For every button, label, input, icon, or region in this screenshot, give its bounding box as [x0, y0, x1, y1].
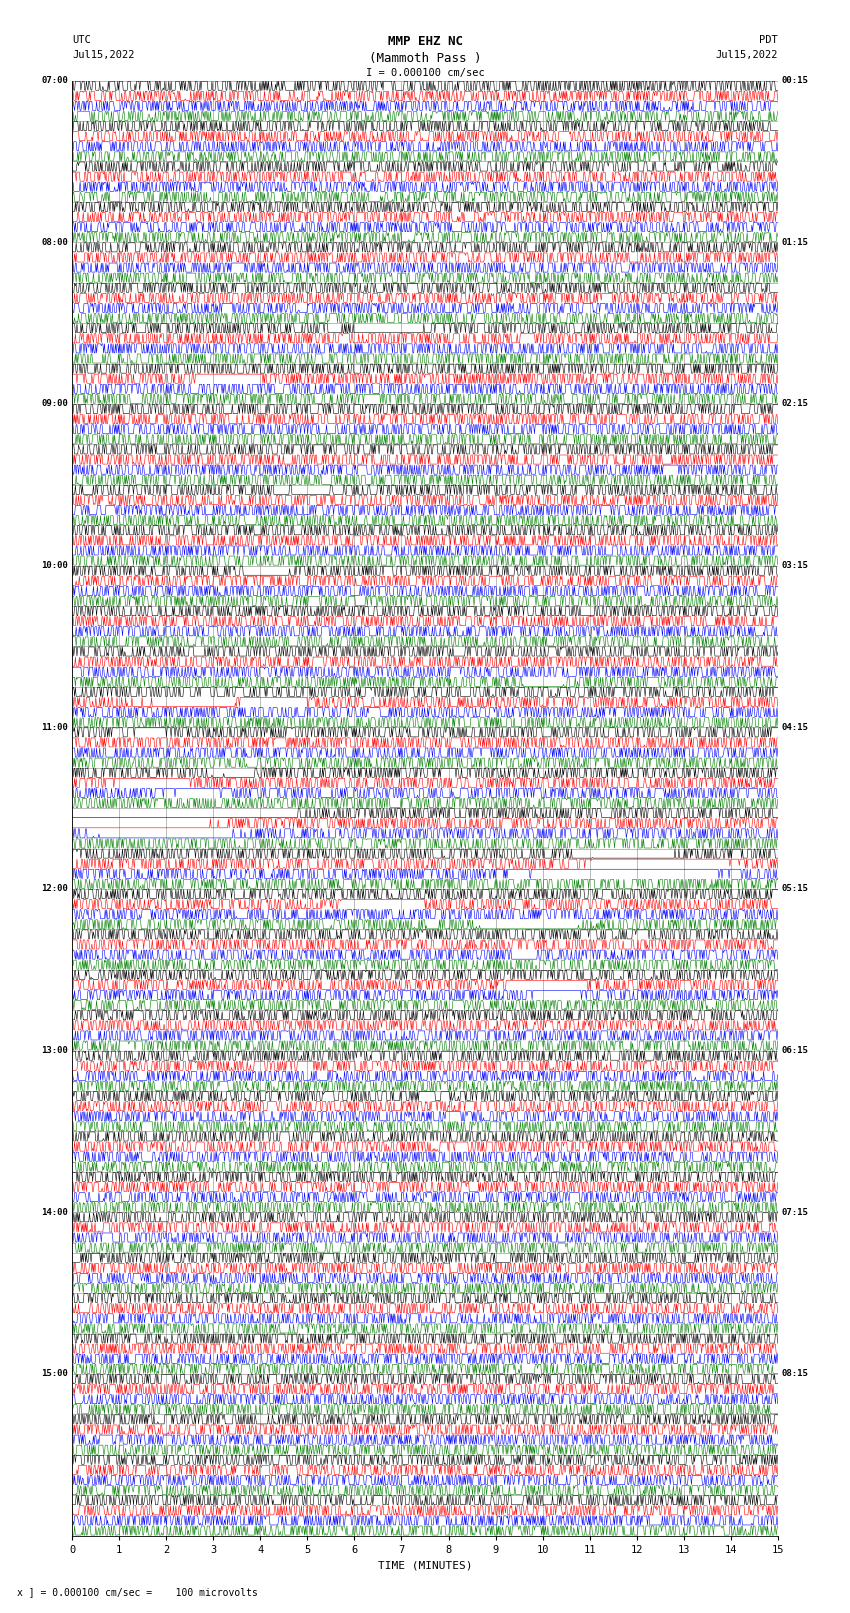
Text: 10:00: 10:00	[41, 561, 68, 569]
Text: 03:15: 03:15	[782, 561, 809, 569]
Text: PDT: PDT	[759, 35, 778, 45]
Text: Jul15,2022: Jul15,2022	[72, 50, 135, 60]
Text: 05:15: 05:15	[782, 884, 809, 894]
Text: (Mammoth Pass ): (Mammoth Pass )	[369, 52, 481, 65]
Text: 08:15: 08:15	[782, 1369, 809, 1379]
Text: 12:00: 12:00	[41, 884, 68, 894]
Text: 08:00: 08:00	[41, 237, 68, 247]
Text: x ] = 0.000100 cm/sec =    100 microvolts: x ] = 0.000100 cm/sec = 100 microvolts	[17, 1587, 258, 1597]
Text: UTC: UTC	[72, 35, 91, 45]
Text: 00:15: 00:15	[782, 76, 809, 85]
Text: 15:00: 15:00	[41, 1369, 68, 1379]
Text: I = 0.000100 cm/sec: I = 0.000100 cm/sec	[366, 68, 484, 77]
Text: 02:15: 02:15	[782, 400, 809, 408]
Text: 04:15: 04:15	[782, 723, 809, 732]
Text: 07:15: 07:15	[782, 1208, 809, 1216]
Text: Jul15,2022: Jul15,2022	[715, 50, 778, 60]
Text: 14:00: 14:00	[41, 1208, 68, 1216]
Text: MMP EHZ NC: MMP EHZ NC	[388, 35, 462, 48]
Text: 13:00: 13:00	[41, 1047, 68, 1055]
Text: 11:00: 11:00	[41, 723, 68, 732]
X-axis label: TIME (MINUTES): TIME (MINUTES)	[377, 1560, 473, 1569]
Text: 09:00: 09:00	[41, 400, 68, 408]
Text: 07:00: 07:00	[41, 76, 68, 85]
Text: 01:15: 01:15	[782, 237, 809, 247]
Text: 06:15: 06:15	[782, 1047, 809, 1055]
